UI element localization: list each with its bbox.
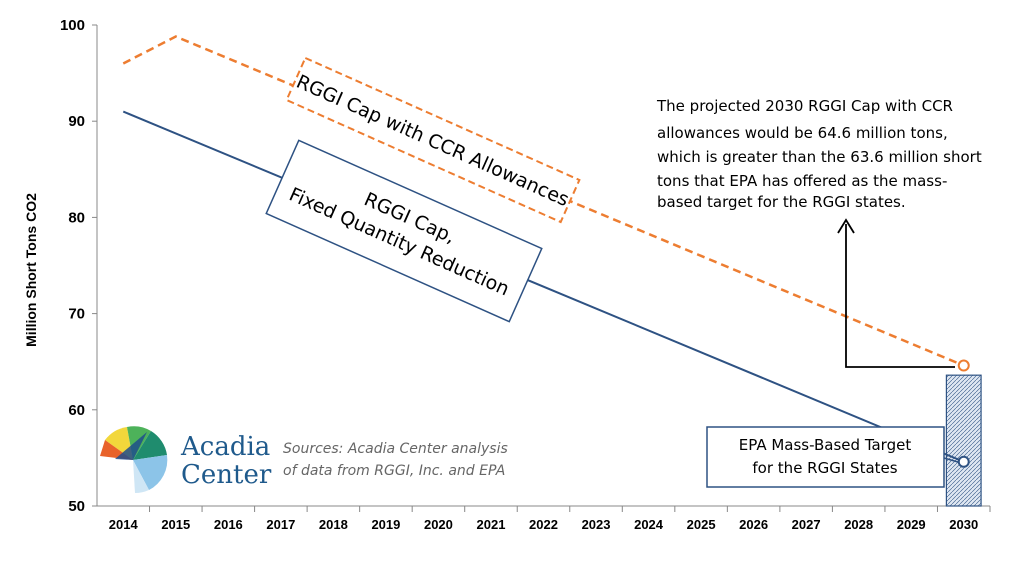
annotation-arrow: [837, 218, 955, 368]
x-tick-label: 2026: [739, 517, 768, 532]
y-tick-label: 80: [68, 209, 85, 226]
annotation-line: which is greater than the 63.6 million s…: [657, 148, 982, 166]
y-tick-label: 70: [68, 306, 85, 323]
series-line-ccr-allowances: [122, 35, 965, 367]
epa-target-marker: [957, 455, 970, 468]
epa-label-line1: EPA Mass-Based Target: [739, 436, 912, 454]
annotation-line: based target for the RGGI states.: [657, 193, 906, 211]
x-tick-label: 2027: [792, 517, 821, 532]
x-tick-label: 2021: [477, 517, 506, 532]
axes: [96, 25, 990, 507]
logo-text-line1: Acadia: [180, 432, 270, 462]
x-tick-label: 2018: [319, 517, 348, 532]
x-tick-label: 2017: [266, 517, 295, 532]
x-tick-label: 2019: [371, 517, 400, 532]
y-tick-label: 60: [68, 402, 85, 419]
x-ticks: 2014 2015 2016 2017 2018 2019 2020 2021 2022 2023…: [109, 506, 991, 532]
x-tick-label: 2016: [214, 517, 243, 532]
arrow-head: [837, 218, 855, 234]
x-tick-label: 2025: [687, 517, 716, 532]
sources-line2: of data from RGGI, Inc. and EPA: [283, 463, 505, 479]
x-tick-label: 2020: [424, 517, 453, 532]
ccr-2030-marker: [957, 359, 970, 372]
epa-label-box: EPA Mass-Based Target for the RGGI State…: [706, 426, 959, 488]
y-tick-label: 90: [68, 113, 85, 130]
y-axis-label: Million Short Tons CO2: [23, 193, 39, 347]
x-tick-label: 2015: [161, 517, 190, 532]
epa-target-bar: [945, 374, 982, 507]
x-tick-label: 2023: [582, 517, 611, 532]
x-tick-label: 2030: [949, 517, 978, 532]
logo-text-line2: Center: [181, 460, 272, 490]
y-tick-label: 50: [68, 498, 85, 515]
x-tick-label: 2014: [109, 517, 139, 532]
sources-line1: Sources: Acadia Center analysis: [283, 441, 508, 457]
x-tick-label: 2024: [634, 517, 664, 532]
annotation-line: The projected 2030 RGGI Cap with CCR: [656, 97, 953, 115]
annotation-line: allowances would be 64.6 million tons,: [657, 124, 948, 142]
series-line-fixed-quantity: [122, 110, 965, 463]
x-tick-label: 2029: [897, 517, 926, 532]
x-tick-label: 2028: [844, 517, 873, 532]
acadia-logo: Acadia Center: [100, 426, 272, 494]
y-ticks: 50 60 70 80 90 100: [60, 17, 97, 515]
annotation: The projected 2030 RGGI Cap with CCR all…: [656, 97, 982, 211]
y-tick-label: 100: [60, 17, 85, 34]
epa-label-line2: for the RGGI States: [752, 459, 897, 477]
x-tick-label: 2022: [529, 517, 558, 532]
logo-mark-icon: [100, 426, 168, 494]
annotation-line: tons that EPA has offered as the mass-: [657, 172, 947, 190]
